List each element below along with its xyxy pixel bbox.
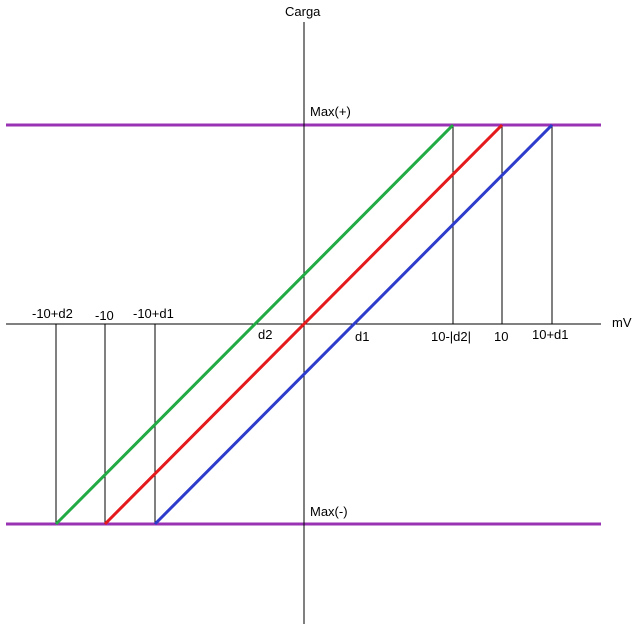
label-d2: d2: [258, 327, 272, 342]
label-10: 10: [494, 329, 508, 344]
label-d1: d1: [355, 329, 369, 344]
y-axis-label: Carga: [285, 4, 321, 19]
max-positive-label: Max(+): [310, 104, 351, 119]
label-10-minus-d2: 10-|d2|: [431, 329, 471, 344]
green-line: [54, 123, 455, 526]
max-negative-label: Max(-): [310, 504, 348, 519]
label-neg10-plus-d2: -10+d2: [32, 306, 73, 321]
label-neg10: -10: [95, 308, 114, 323]
blue-line: [153, 123, 554, 526]
label-neg10-plus-d1: -10+d1: [133, 306, 174, 321]
x-axis-label: mV: [612, 315, 632, 330]
label-10-plus-d1: 10+d1: [532, 327, 569, 342]
red-line: [103, 123, 504, 526]
